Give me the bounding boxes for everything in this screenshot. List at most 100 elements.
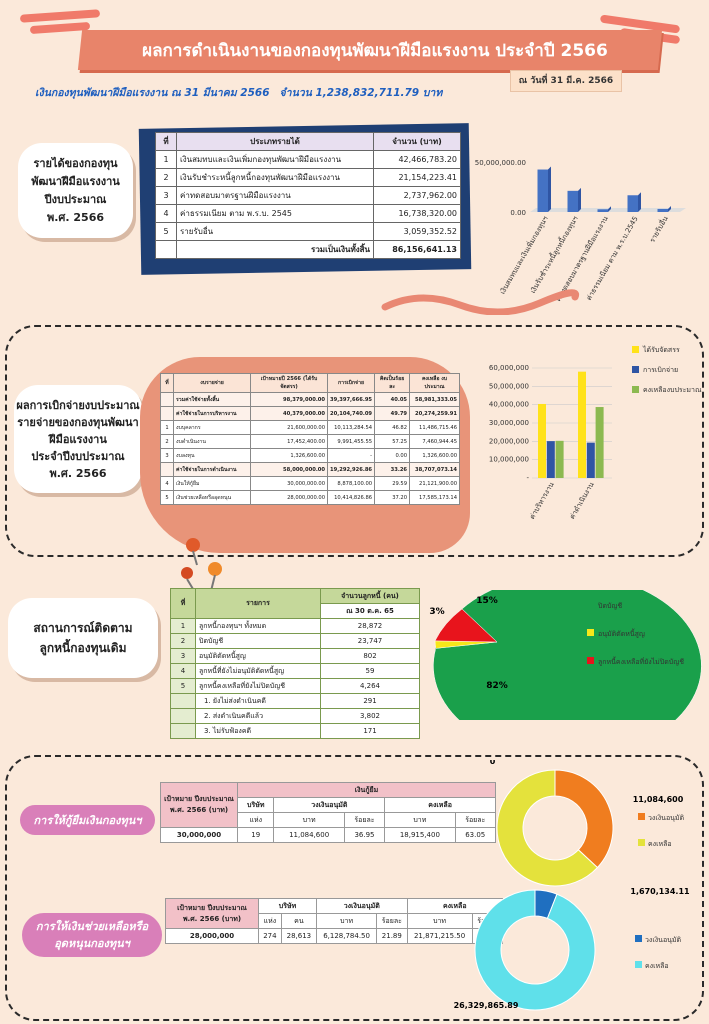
donut-data-label: 1,670,134.11 xyxy=(630,887,690,896)
x-tick-label: ค่าดำเนินงาน xyxy=(568,481,596,521)
income-type: เงินรับชำระหนี้ลูกหนี้กองทุนพัฒนาฝีมือแร… xyxy=(176,168,374,187)
target-amount: 1,326,600.00 xyxy=(249,448,329,463)
y-tick-label: - xyxy=(526,474,529,482)
legend-label: คงเหลือ xyxy=(648,840,672,848)
y-tick-label: 40,000,000 xyxy=(489,401,529,409)
donut-data-label: 18,915,400 xyxy=(490,760,496,766)
y-tick-label: 0.00 xyxy=(510,209,526,217)
loan-remain: 18,915,400 xyxy=(384,827,456,843)
spent-amount: - xyxy=(327,448,376,463)
header-cell: คิดเป็นร้อยละ xyxy=(374,373,411,393)
label-line: ปีงบประมาณ xyxy=(44,192,107,206)
expense-type: รวมค่าใช้จ่ายทั้งสิ้น xyxy=(173,392,251,407)
pie-data-label: 82% xyxy=(486,681,508,691)
pie-data-label: 15% xyxy=(476,596,498,606)
remaining-amount: 38,707,073.14 xyxy=(409,462,460,477)
row-number: 4 xyxy=(170,663,196,679)
debtor-count: 4,264 xyxy=(320,678,420,694)
y-tick-label: 50,000,000 xyxy=(489,382,529,390)
expense-section-frame xyxy=(5,325,704,557)
table-header-row: ที่ ประเภทรายได้ จำนวน (บาท) xyxy=(155,132,461,151)
row-number: 1 xyxy=(160,420,174,435)
expense-type: เงินให้กู้ยืม xyxy=(173,476,251,491)
remaining-amount: 17,585,173.14 xyxy=(409,490,460,505)
income-amount: 42,466,783.20 xyxy=(373,150,461,169)
spent-percent: 37.20 xyxy=(374,490,411,505)
row-number: 3 xyxy=(155,186,177,205)
income-table: ที่ ประเภทรายได้ จำนวน (บาท) 1 เงินสมทบแล… xyxy=(155,132,461,259)
spent-amount: 20,104,740.09 xyxy=(327,406,376,421)
y-tick-label: 20,000,000 xyxy=(489,437,529,445)
total-amount: 86,156,641.13 xyxy=(373,240,461,259)
row-number xyxy=(160,392,174,407)
bar xyxy=(555,440,564,478)
table-row: 1 ลูกหนี้กองทุนฯ ทั้งหมด 28,872 xyxy=(170,618,420,634)
as-of-date: ณ วันที่ 31 มี.ค. 2566 xyxy=(510,70,622,92)
header-cell: บาท xyxy=(316,913,378,929)
empty-cell xyxy=(155,240,177,259)
legend-label: คงเหลือ xyxy=(645,962,669,970)
spent-amount: 39,397,666.95 xyxy=(327,392,376,407)
header-cell: จำนวนลูกหนี้ (คน) xyxy=(320,588,420,604)
bar xyxy=(586,442,595,478)
header-cell: บาท xyxy=(384,812,456,828)
debtors-table: ที่ รายการ จำนวนลูกหนี้ (คน) ณ 30 ต.ค. 6… xyxy=(170,588,420,739)
grant-approved: 6,128,784.50 xyxy=(316,928,378,944)
header-cell: คน xyxy=(280,913,318,929)
expense-type: งบดำเนินงาน xyxy=(173,434,251,449)
income-bar-chart: 50,000,000.000.00เงินสมทบและเงินเพิ่มกอง… xyxy=(475,159,686,303)
header-cell: ที่ xyxy=(170,588,196,619)
header-cell: การเบิกจ่าย xyxy=(327,373,376,393)
row-number xyxy=(160,406,174,421)
fund-label: เงินกองทุนพัฒนาฝีมือแรงงาน ณ 31 มีนาคม 2… xyxy=(35,87,270,99)
bar xyxy=(578,371,586,478)
donut-slice xyxy=(554,769,614,869)
loan-approved: 11,084,600 xyxy=(273,827,345,843)
income-type: ค่าธรรมเนียม ตาม พ.ร.บ. 2545 xyxy=(176,204,374,223)
debtor-category: ปิดบัญชี xyxy=(195,633,321,649)
label-line: ลูกหนี้กองทุนเดิม xyxy=(39,641,127,655)
header-cell: คงเหลือ งบประมาณ xyxy=(409,373,460,393)
y-tick-label: 30,000,000 xyxy=(489,419,529,427)
label-line: ประจำปีงบประมาณ xyxy=(31,449,125,463)
bar xyxy=(537,169,548,212)
debtor-count: 3,802 xyxy=(320,708,420,724)
remaining-amount: 20,274,259.91 xyxy=(409,406,460,421)
header-cell: ประเภทรายได้ xyxy=(176,132,374,151)
spent-amount: 19,292,926.86 xyxy=(327,462,376,477)
income-amount: 16,738,320.00 xyxy=(373,204,461,223)
debtor-count: 802 xyxy=(320,648,420,664)
row-number: 2 xyxy=(170,633,196,649)
header-cell: รายการ xyxy=(195,588,321,619)
table-row: 3 อนุมัติตัดหนี้สูญ 802 xyxy=(170,648,420,664)
label-line: พ.ศ. 2566 xyxy=(49,466,107,480)
y-tick-label: 60,000,000 xyxy=(489,364,529,372)
donut-data-label: 11,084,600 xyxy=(633,795,684,804)
spent-amount: 10,414,826.86 xyxy=(327,490,376,505)
remaining-amount: 7,460,944.45 xyxy=(409,434,460,449)
header-cell: บริษัท xyxy=(236,797,275,813)
table-header-row: ที่ งบรายจ่าย เป้าหมายปี 2566 (ได้รับจัด… xyxy=(160,373,460,393)
legend-label: การเบิกจ่าย xyxy=(643,366,678,374)
legend-swatch xyxy=(632,346,639,353)
row-number: 4 xyxy=(160,476,174,491)
row-number: 2 xyxy=(160,434,174,449)
header-cell: ร้อยละ xyxy=(343,812,386,828)
legend-label: ลูกหนี้คงเหลือที่ยังไม่ปิดบัญชี xyxy=(598,655,684,666)
spent-percent: 49.79 xyxy=(374,406,411,421)
pie-data-label: 3% xyxy=(429,607,444,617)
table-row: 4 ลูกหนี้ที่ยังไม่อนุมัติตัดหนี้สูญ 59 xyxy=(170,663,420,679)
table-row: 3. ไม่รับฟ้องคดี 171 xyxy=(170,723,420,739)
remaining-amount: 58,981,333.05 xyxy=(409,392,460,407)
header-cell: ที่ xyxy=(160,373,174,393)
loan-target: 30,000,000 xyxy=(160,827,238,843)
income-type: รายรับอื่น xyxy=(176,222,374,241)
table-total-row: รวมเป็นเงินทั้งสิ้น 86,156,641.13 xyxy=(155,240,461,259)
header-cell: แห่ง xyxy=(258,913,282,929)
target-amount: 40,379,000.00 xyxy=(249,406,329,421)
header-cell: เป้าหมายปี 2566 (ได้รับจัดสรร) xyxy=(249,373,329,393)
pushpin-icon xyxy=(181,538,222,592)
loans-section-label: การให้กู้ยืมเงินกองทุนฯ xyxy=(20,805,155,835)
row-number: 1 xyxy=(170,618,196,634)
spent-percent: 46.82 xyxy=(374,420,411,435)
